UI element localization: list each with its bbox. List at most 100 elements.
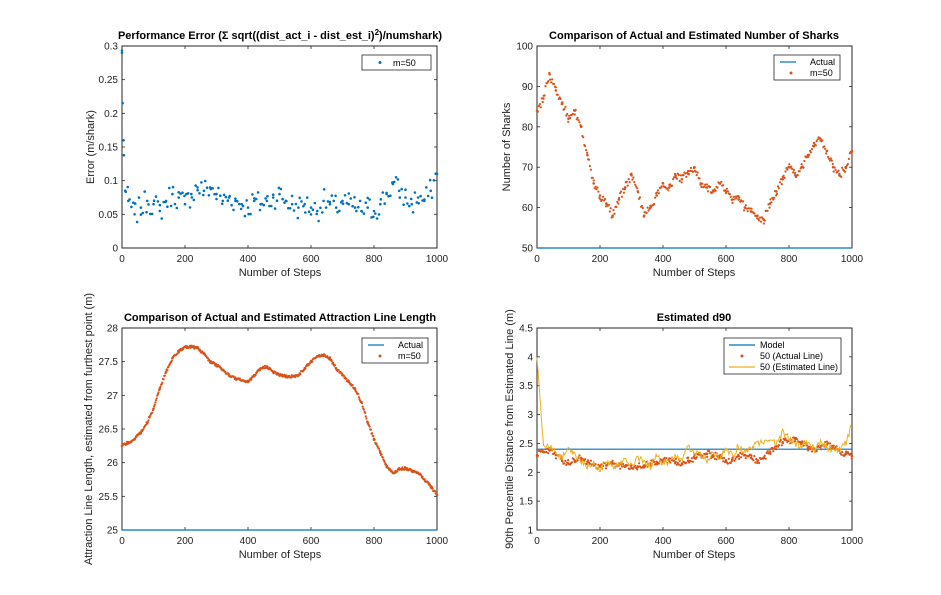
- data-point: [784, 170, 787, 173]
- legend-label: 50 (Actual Line): [760, 351, 823, 361]
- data-point: [249, 212, 252, 216]
- data-point: [707, 449, 711, 453]
- data-point: [786, 168, 789, 171]
- data-point: [621, 187, 625, 191]
- data-point: [404, 466, 407, 470]
- data-point: [309, 206, 313, 209]
- data-point: [806, 153, 810, 157]
- data-point: [379, 198, 383, 201]
- data-point: [324, 206, 328, 209]
- data-point: [794, 437, 797, 441]
- data-point: [573, 109, 577, 112]
- data-point: [262, 203, 266, 207]
- data-point: [290, 194, 294, 198]
- y-tick-label: 25: [107, 526, 119, 537]
- data-point: [161, 381, 164, 384]
- data-point: [674, 460, 677, 464]
- data-point: [703, 185, 706, 188]
- data-point: [612, 208, 615, 212]
- data-point: [846, 163, 850, 166]
- data-point: [775, 190, 778, 193]
- data-point: [243, 214, 247, 218]
- data-point: [625, 180, 628, 183]
- data-point: [554, 89, 558, 92]
- data-point: [208, 360, 212, 364]
- data-point: [247, 212, 250, 216]
- y-tick-label: 2: [527, 468, 533, 479]
- data-point: [292, 209, 296, 212]
- data-point: [753, 212, 756, 215]
- x-tick-label: 400: [240, 254, 257, 265]
- data-point: [259, 367, 262, 370]
- data-point: [265, 199, 269, 203]
- data-point: [728, 192, 731, 196]
- data-point: [164, 370, 168, 374]
- data-point: [250, 378, 253, 381]
- data-point: [234, 199, 237, 203]
- data-point: [353, 387, 357, 390]
- y-tick-label: 0.15: [99, 143, 119, 154]
- data-point: [334, 194, 337, 198]
- data-point: [646, 206, 649, 209]
- data-point: [676, 461, 679, 464]
- data-point: [406, 202, 409, 205]
- data-point: [829, 157, 833, 160]
- data-point: [177, 191, 180, 194]
- data-point: [208, 186, 212, 189]
- data-point: [796, 174, 799, 177]
- data-point: [705, 452, 709, 456]
- data-point: [368, 198, 371, 201]
- data-point: [816, 138, 819, 141]
- data-point: [678, 179, 681, 183]
- data-point: [699, 182, 703, 185]
- data-point: [211, 187, 214, 190]
- data-point: [772, 450, 775, 453]
- data-point: [341, 373, 344, 377]
- data-point: [253, 373, 256, 377]
- data-point: [139, 206, 143, 209]
- data-point: [566, 112, 569, 116]
- data-point: [133, 213, 136, 216]
- data-point: [705, 186, 709, 189]
- data-point: [570, 461, 574, 464]
- data-point: [640, 204, 644, 208]
- data-point: [768, 450, 772, 454]
- data-point: [737, 198, 740, 201]
- data-point: [539, 106, 542, 109]
- data-point: [777, 187, 781, 190]
- data-point: [619, 192, 622, 195]
- data-point: [604, 205, 608, 208]
- data-point: [686, 169, 690, 173]
- data-point: [542, 450, 545, 454]
- data-point: [793, 171, 797, 175]
- data-point: [277, 186, 281, 190]
- chart-title: Comparison of Actual and Estimated Numbe…: [549, 30, 839, 42]
- data-point: [265, 365, 269, 368]
- x-tick-label: 200: [592, 254, 609, 265]
- data-point: [391, 182, 395, 186]
- data-point: [416, 471, 420, 475]
- data-point: [697, 453, 700, 456]
- data-point: [404, 188, 407, 191]
- data-point: [556, 93, 559, 96]
- data-point: [547, 452, 550, 455]
- data-point: [585, 149, 588, 152]
- data-point: [392, 180, 396, 184]
- data-point: [156, 200, 160, 203]
- data-point: [377, 447, 381, 450]
- data-point: [237, 202, 241, 206]
- data-point: [593, 187, 596, 190]
- data-point: [809, 151, 813, 154]
- y-tick-label: 26.5: [99, 425, 119, 436]
- data-point: [598, 465, 602, 468]
- data-point: [840, 453, 843, 456]
- legend-label: m=50: [393, 58, 416, 68]
- data-point: [135, 435, 138, 438]
- data-point: [141, 211, 145, 215]
- data-point: [332, 199, 336, 203]
- data-point: [154, 401, 157, 404]
- y-ticks: 50 60 70 80 90 100: [516, 42, 852, 255]
- data-point: [779, 178, 782, 181]
- x-tick-label: 800: [366, 536, 383, 547]
- data-point: [794, 174, 797, 177]
